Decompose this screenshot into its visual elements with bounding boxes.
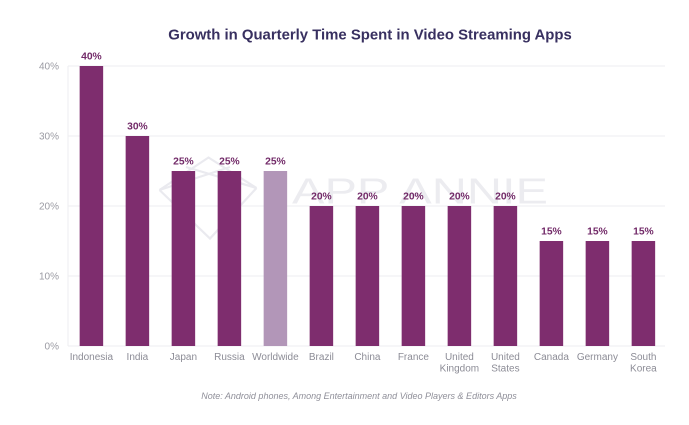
svg-text:Brazil: Brazil (309, 352, 334, 363)
svg-text:Indonesia: Indonesia (70, 352, 114, 363)
svg-text:10%: 10% (39, 272, 59, 283)
svg-text:25%: 25% (265, 157, 286, 168)
svg-text:Kingdom: Kingdom (440, 364, 479, 375)
svg-text:40%: 40% (39, 62, 59, 73)
svg-text:South: South (630, 352, 656, 363)
svg-text:40%: 40% (81, 52, 102, 63)
svg-text:Growth in Quarterly Time Spent: Growth in Quarterly Time Spent in Video … (168, 27, 572, 43)
svg-text:20%: 20% (357, 192, 378, 203)
svg-text:France: France (398, 352, 430, 363)
svg-text:Japan: Japan (170, 352, 197, 363)
svg-text:25%: 25% (219, 157, 240, 168)
svg-text:20%: 20% (403, 192, 424, 203)
svg-text:Worldwide: Worldwide (252, 352, 299, 363)
svg-text:20%: 20% (449, 192, 470, 203)
svg-text:Canada: Canada (534, 352, 569, 363)
svg-text:15%: 15% (587, 227, 608, 238)
svg-text:15%: 15% (633, 227, 654, 238)
svg-text:25%: 25% (173, 157, 194, 168)
svg-text:30%: 30% (127, 122, 148, 133)
svg-text:20%: 20% (495, 192, 516, 203)
svg-text:States: States (491, 364, 519, 375)
svg-text:China: China (354, 352, 381, 363)
svg-text:India: India (127, 352, 149, 363)
svg-text:Korea: Korea (630, 364, 657, 375)
svg-text:APP ANNIE: APP ANNIE (292, 171, 548, 212)
svg-text:20%: 20% (39, 202, 59, 213)
svg-text:0%: 0% (45, 342, 60, 353)
svg-text:Germany: Germany (577, 352, 618, 363)
svg-text:20%: 20% (311, 192, 332, 203)
svg-text:15%: 15% (541, 227, 562, 238)
svg-text:United: United (445, 352, 474, 363)
svg-text:30%: 30% (39, 132, 59, 143)
svg-text:United: United (491, 352, 520, 363)
svg-text:Russia: Russia (214, 352, 245, 363)
svg-text:Note: Android phones, Among En: Note: Android phones, Among Entertainmen… (201, 391, 517, 401)
